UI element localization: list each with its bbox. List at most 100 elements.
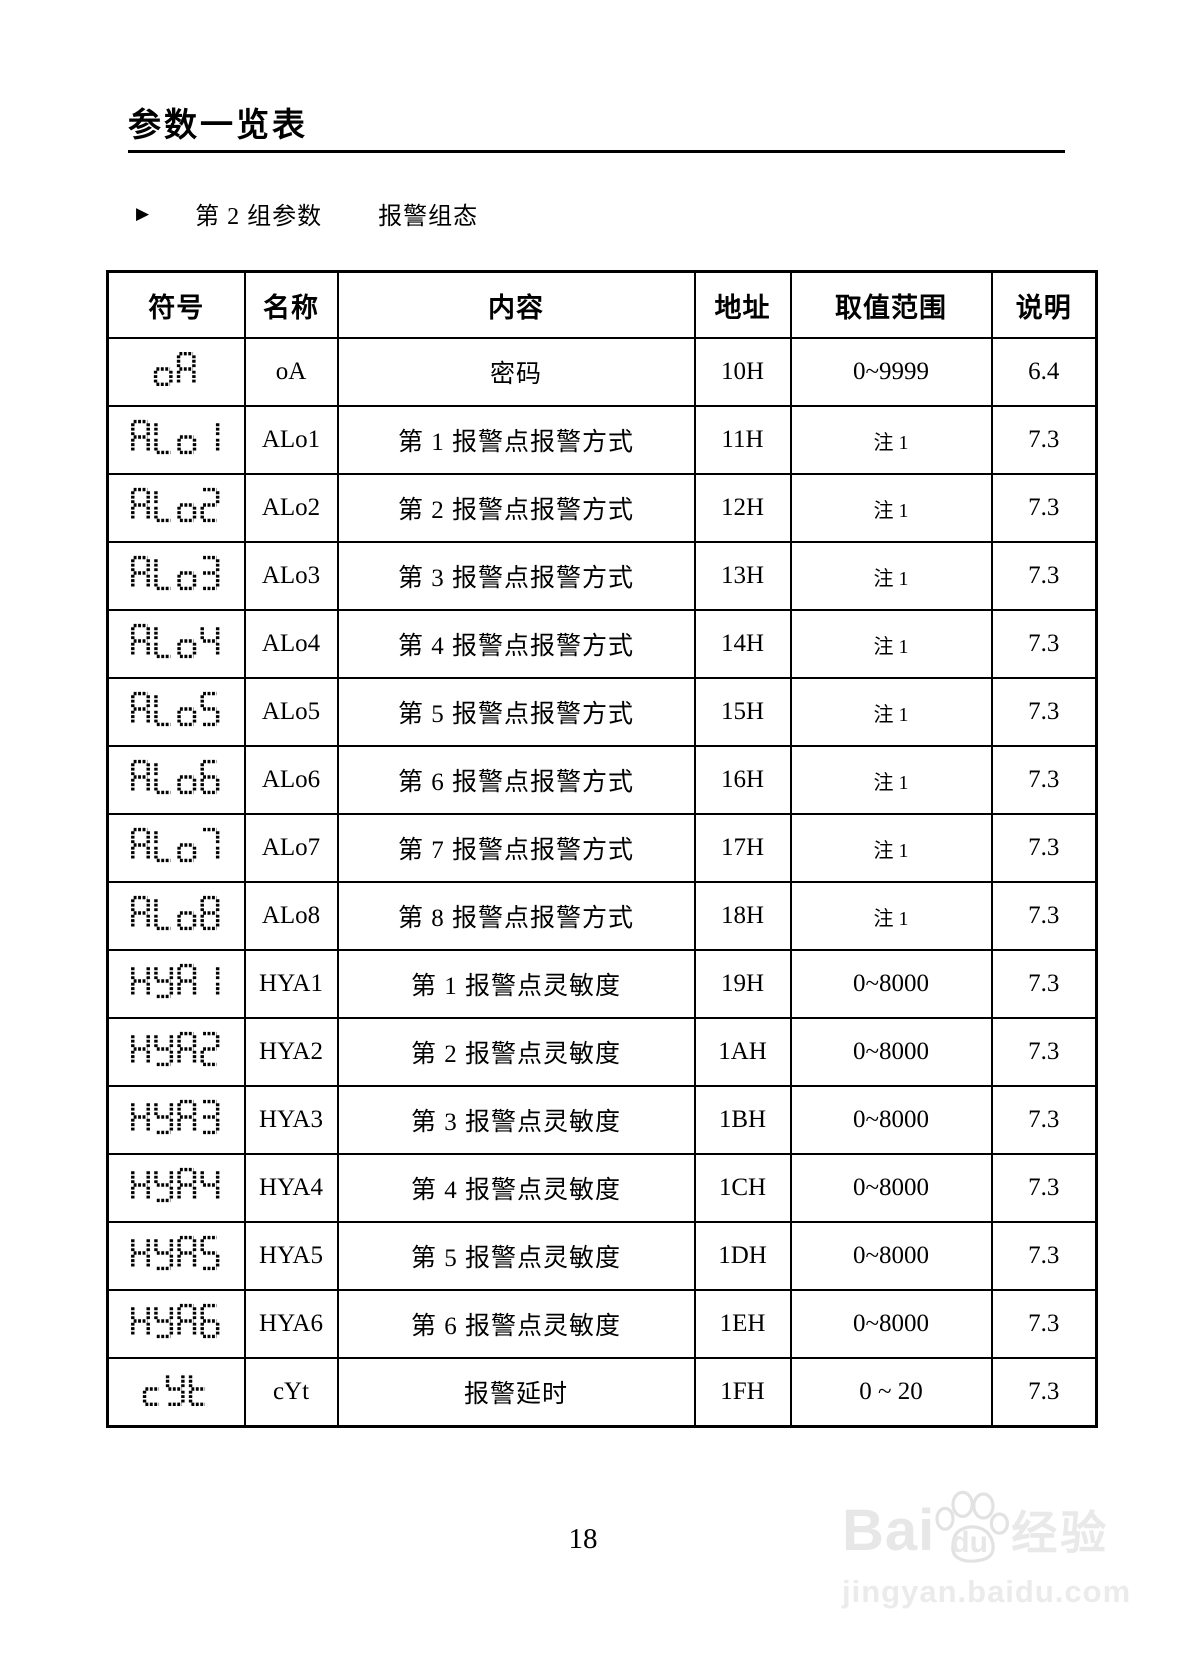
symbol-cell: [106, 1085, 246, 1155]
page-title: 参数一览表: [128, 108, 308, 144]
watermark-url: jingyan.baidu.com: [842, 1574, 1132, 1609]
symbol-cell: [106, 745, 246, 815]
baidu-watermark: Bai du 经验 jingyan.baidu.com: [842, 1490, 1132, 1610]
table-row: ALo3 第 3 报警点报警方式 13H 注 1 7.3: [106, 541, 1098, 611]
table-row: ALo5 第 5 报警点报警方式 15H 注 1 7.3: [106, 677, 1098, 747]
table-row: HYA3 第 3 报警点灵敏度 1BH 0~8000 7.3: [106, 1085, 1098, 1155]
name-cell: ALo6: [243, 745, 339, 815]
range-cell: 0 ~ 20: [789, 1357, 993, 1428]
content-cell: 第 3 报警点报警方式: [336, 541, 696, 611]
address-cell: 1EH: [693, 1289, 792, 1359]
content-cell: 第 4 报警点灵敏度: [336, 1153, 696, 1223]
symbol-cell: [106, 949, 246, 1019]
address-cell: 1FH: [693, 1357, 792, 1428]
table-row: HYA6 第 6 报警点灵敏度 1EH 0~8000 7.3: [106, 1289, 1098, 1359]
name-cell: ALo5: [243, 677, 339, 747]
note-cell: 7.3: [990, 1357, 1098, 1428]
name-cell: ALo4: [243, 609, 339, 679]
table-row: ALo1 第 1 报警点报警方式 11H 注 1 7.3: [106, 405, 1098, 475]
table-row: HYA5 第 5 报警点灵敏度 1DH 0~8000 7.3: [106, 1221, 1098, 1291]
name-cell: HYA5: [243, 1221, 339, 1291]
symbol-cell: [106, 1153, 246, 1223]
address-cell: 11H: [693, 405, 792, 475]
lcd-symbol-display: [130, 623, 223, 665]
table-body: oA 密码 10H 0~9999 6.4 ALo1 第 1 报警点报警方式 11H 注 1 7.3…: [106, 337, 1098, 1428]
note-cell: 7.3: [990, 745, 1098, 815]
symbol-cell: [106, 1017, 246, 1087]
column-header-name: 名称: [243, 270, 339, 339]
symbol-cell: [106, 881, 246, 951]
content-cell: 第 5 报警点灵敏度: [336, 1221, 696, 1291]
table-header-row: 符号 名称 内容 地址 取值范围 说明: [106, 270, 1098, 339]
lcd-symbol-display: [130, 419, 223, 461]
section-sublabel: 报警组态: [378, 204, 479, 230]
content-cell: 第 1 报警点灵敏度: [336, 949, 696, 1019]
table-row: HYA1 第 1 报警点灵敏度 19H 0~8000 7.3: [106, 949, 1098, 1019]
name-cell: ALo3: [243, 541, 339, 611]
table-row: ALo4 第 4 报警点报警方式 14H 注 1 7.3: [106, 609, 1098, 679]
table-row: oA 密码 10H 0~9999 6.4: [106, 337, 1098, 407]
content-cell: 密码: [336, 337, 696, 407]
address-cell: 19H: [693, 949, 792, 1019]
note-cell: 7.3: [990, 1085, 1098, 1155]
range-cell: 注 1: [789, 609, 993, 679]
section-heading: ▶ 第 2 组参数 报警组态: [136, 196, 478, 231]
name-cell: cYt: [243, 1357, 339, 1428]
column-header-content: 内容: [336, 270, 696, 339]
name-cell: ALo8: [243, 881, 339, 951]
note-cell: 7.3: [990, 405, 1098, 475]
symbol-cell: [106, 609, 246, 679]
lcd-symbol-display: [130, 827, 223, 869]
name-cell: oA: [243, 337, 339, 407]
watermark-suffix: 经验: [1011, 1507, 1110, 1559]
address-cell: 1CH: [693, 1153, 792, 1223]
column-header-note: 说明: [990, 270, 1098, 339]
note-cell: 7.3: [990, 1221, 1098, 1291]
note-cell: 7.3: [990, 677, 1098, 747]
lcd-symbol-display: [130, 1167, 223, 1209]
watermark-brand-left: Bai: [842, 1497, 936, 1563]
symbol-cell: [106, 405, 246, 475]
section-bullet-icon: ▶: [136, 204, 150, 224]
watermark-brand-row: Bai du 经验: [842, 1490, 1132, 1570]
note-cell: 6.4: [990, 337, 1098, 407]
symbol-cell: [106, 473, 246, 543]
lcd-symbol-display: [130, 1099, 223, 1141]
range-cell: 注 1: [789, 473, 993, 543]
range-cell: 0~8000: [789, 1085, 993, 1155]
address-cell: 10H: [693, 337, 792, 407]
name-cell: HYA4: [243, 1153, 339, 1223]
note-cell: 7.3: [990, 1017, 1098, 1087]
lcd-symbol-display: [130, 895, 223, 937]
content-cell: 第 4 报警点报警方式: [336, 609, 696, 679]
name-cell: HYA3: [243, 1085, 339, 1155]
note-cell: 7.3: [990, 1289, 1098, 1359]
table-row: ALo7 第 7 报警点报警方式 17H 注 1 7.3: [106, 813, 1098, 883]
symbol-cell: [106, 677, 246, 747]
content-cell: 第 7 报警点报警方式: [336, 813, 696, 883]
name-cell: ALo2: [243, 473, 339, 543]
address-cell: 1AH: [693, 1017, 792, 1087]
symbol-cell: [106, 1357, 246, 1428]
content-cell: 第 3 报警点灵敏度: [336, 1085, 696, 1155]
note-cell: 7.3: [990, 949, 1098, 1019]
table-row: HYA2 第 2 报警点灵敏度 1AH 0~8000 7.3: [106, 1017, 1098, 1087]
address-cell: 15H: [693, 677, 792, 747]
symbol-cell: [106, 1289, 246, 1359]
content-cell: 报警延时: [336, 1357, 696, 1428]
name-cell: ALo7: [243, 813, 339, 883]
watermark-brand-right: du: [951, 1526, 988, 1559]
address-cell: 14H: [693, 609, 792, 679]
lcd-symbol-display: [130, 1235, 223, 1277]
name-cell: HYA2: [243, 1017, 339, 1087]
range-cell: 0~8000: [789, 1289, 993, 1359]
range-cell: 注 1: [789, 677, 993, 747]
range-cell: 注 1: [789, 405, 993, 475]
note-cell: 7.3: [990, 881, 1098, 951]
range-cell: 0~8000: [789, 1153, 993, 1223]
section-label: 第 2 组参数: [195, 204, 323, 230]
lcd-symbol-display: [130, 963, 223, 1005]
note-cell: 7.3: [990, 541, 1098, 611]
paw-icon: du: [929, 1490, 1010, 1570]
